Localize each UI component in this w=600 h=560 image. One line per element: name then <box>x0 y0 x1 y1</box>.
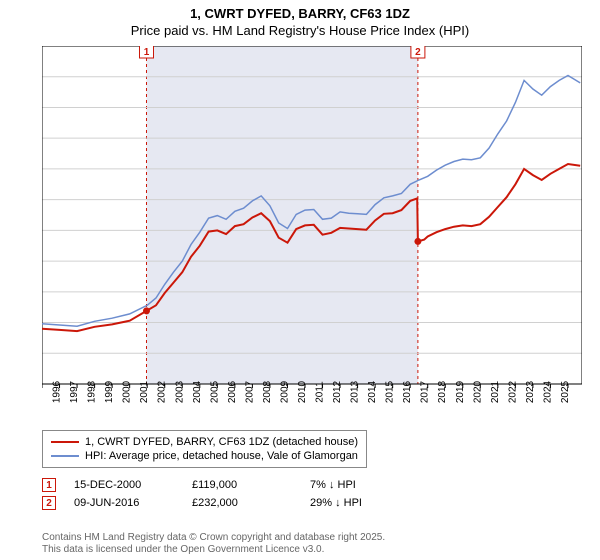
sale-date: 15-DEC-2000 <box>74 479 174 491</box>
sale-diff: 29% ↓ HPI <box>310 497 430 509</box>
sale-row: 2 09-JUN-2016 £232,000 29% ↓ HPI <box>42 494 430 512</box>
chart-area: £0£50K£100K£150K£200K£250K£300K£350K£400… <box>42 46 582 384</box>
attribution-line: This data is licensed under the Open Gov… <box>42 544 385 556</box>
title-address: 1, CWRT DYFED, BARRY, CF63 1DZ <box>0 6 600 23</box>
legend-swatch <box>51 441 79 443</box>
attribution-line: Contains HM Land Registry data © Crown c… <box>42 532 385 544</box>
sale-marker-icon: 2 <box>42 496 56 510</box>
chart-svg: £0£50K£100K£150K£200K£250K£300K£350K£400… <box>42 46 582 434</box>
attribution: Contains HM Land Registry data © Crown c… <box>42 532 385 556</box>
sales-table: 1 15-DEC-2000 £119,000 7% ↓ HPI 2 09-JUN… <box>42 476 430 512</box>
svg-text:1: 1 <box>144 47 150 58</box>
legend: 1, CWRT DYFED, BARRY, CF63 1DZ (detached… <box>42 430 367 468</box>
sale-row: 1 15-DEC-2000 £119,000 7% ↓ HPI <box>42 476 430 494</box>
sale-marker-icon: 1 <box>42 478 56 492</box>
sale-price: £232,000 <box>192 497 292 509</box>
title-subtitle: Price paid vs. HM Land Registry's House … <box>0 23 600 40</box>
chart-container: 1, CWRT DYFED, BARRY, CF63 1DZ Price pai… <box>0 0 600 560</box>
svg-text:2: 2 <box>415 47 421 58</box>
sale-price: £119,000 <box>192 479 292 491</box>
legend-item: 1, CWRT DYFED, BARRY, CF63 1DZ (detached… <box>51 435 358 449</box>
legend-label: 1, CWRT DYFED, BARRY, CF63 1DZ (detached… <box>85 436 358 448</box>
sale-diff: 7% ↓ HPI <box>310 479 430 491</box>
legend-label: HPI: Average price, detached house, Vale… <box>85 450 358 462</box>
sale-date: 09-JUN-2016 <box>74 497 174 509</box>
title-block: 1, CWRT DYFED, BARRY, CF63 1DZ Price pai… <box>0 0 600 40</box>
legend-swatch <box>51 455 79 457</box>
legend-item: HPI: Average price, detached house, Vale… <box>51 449 358 463</box>
